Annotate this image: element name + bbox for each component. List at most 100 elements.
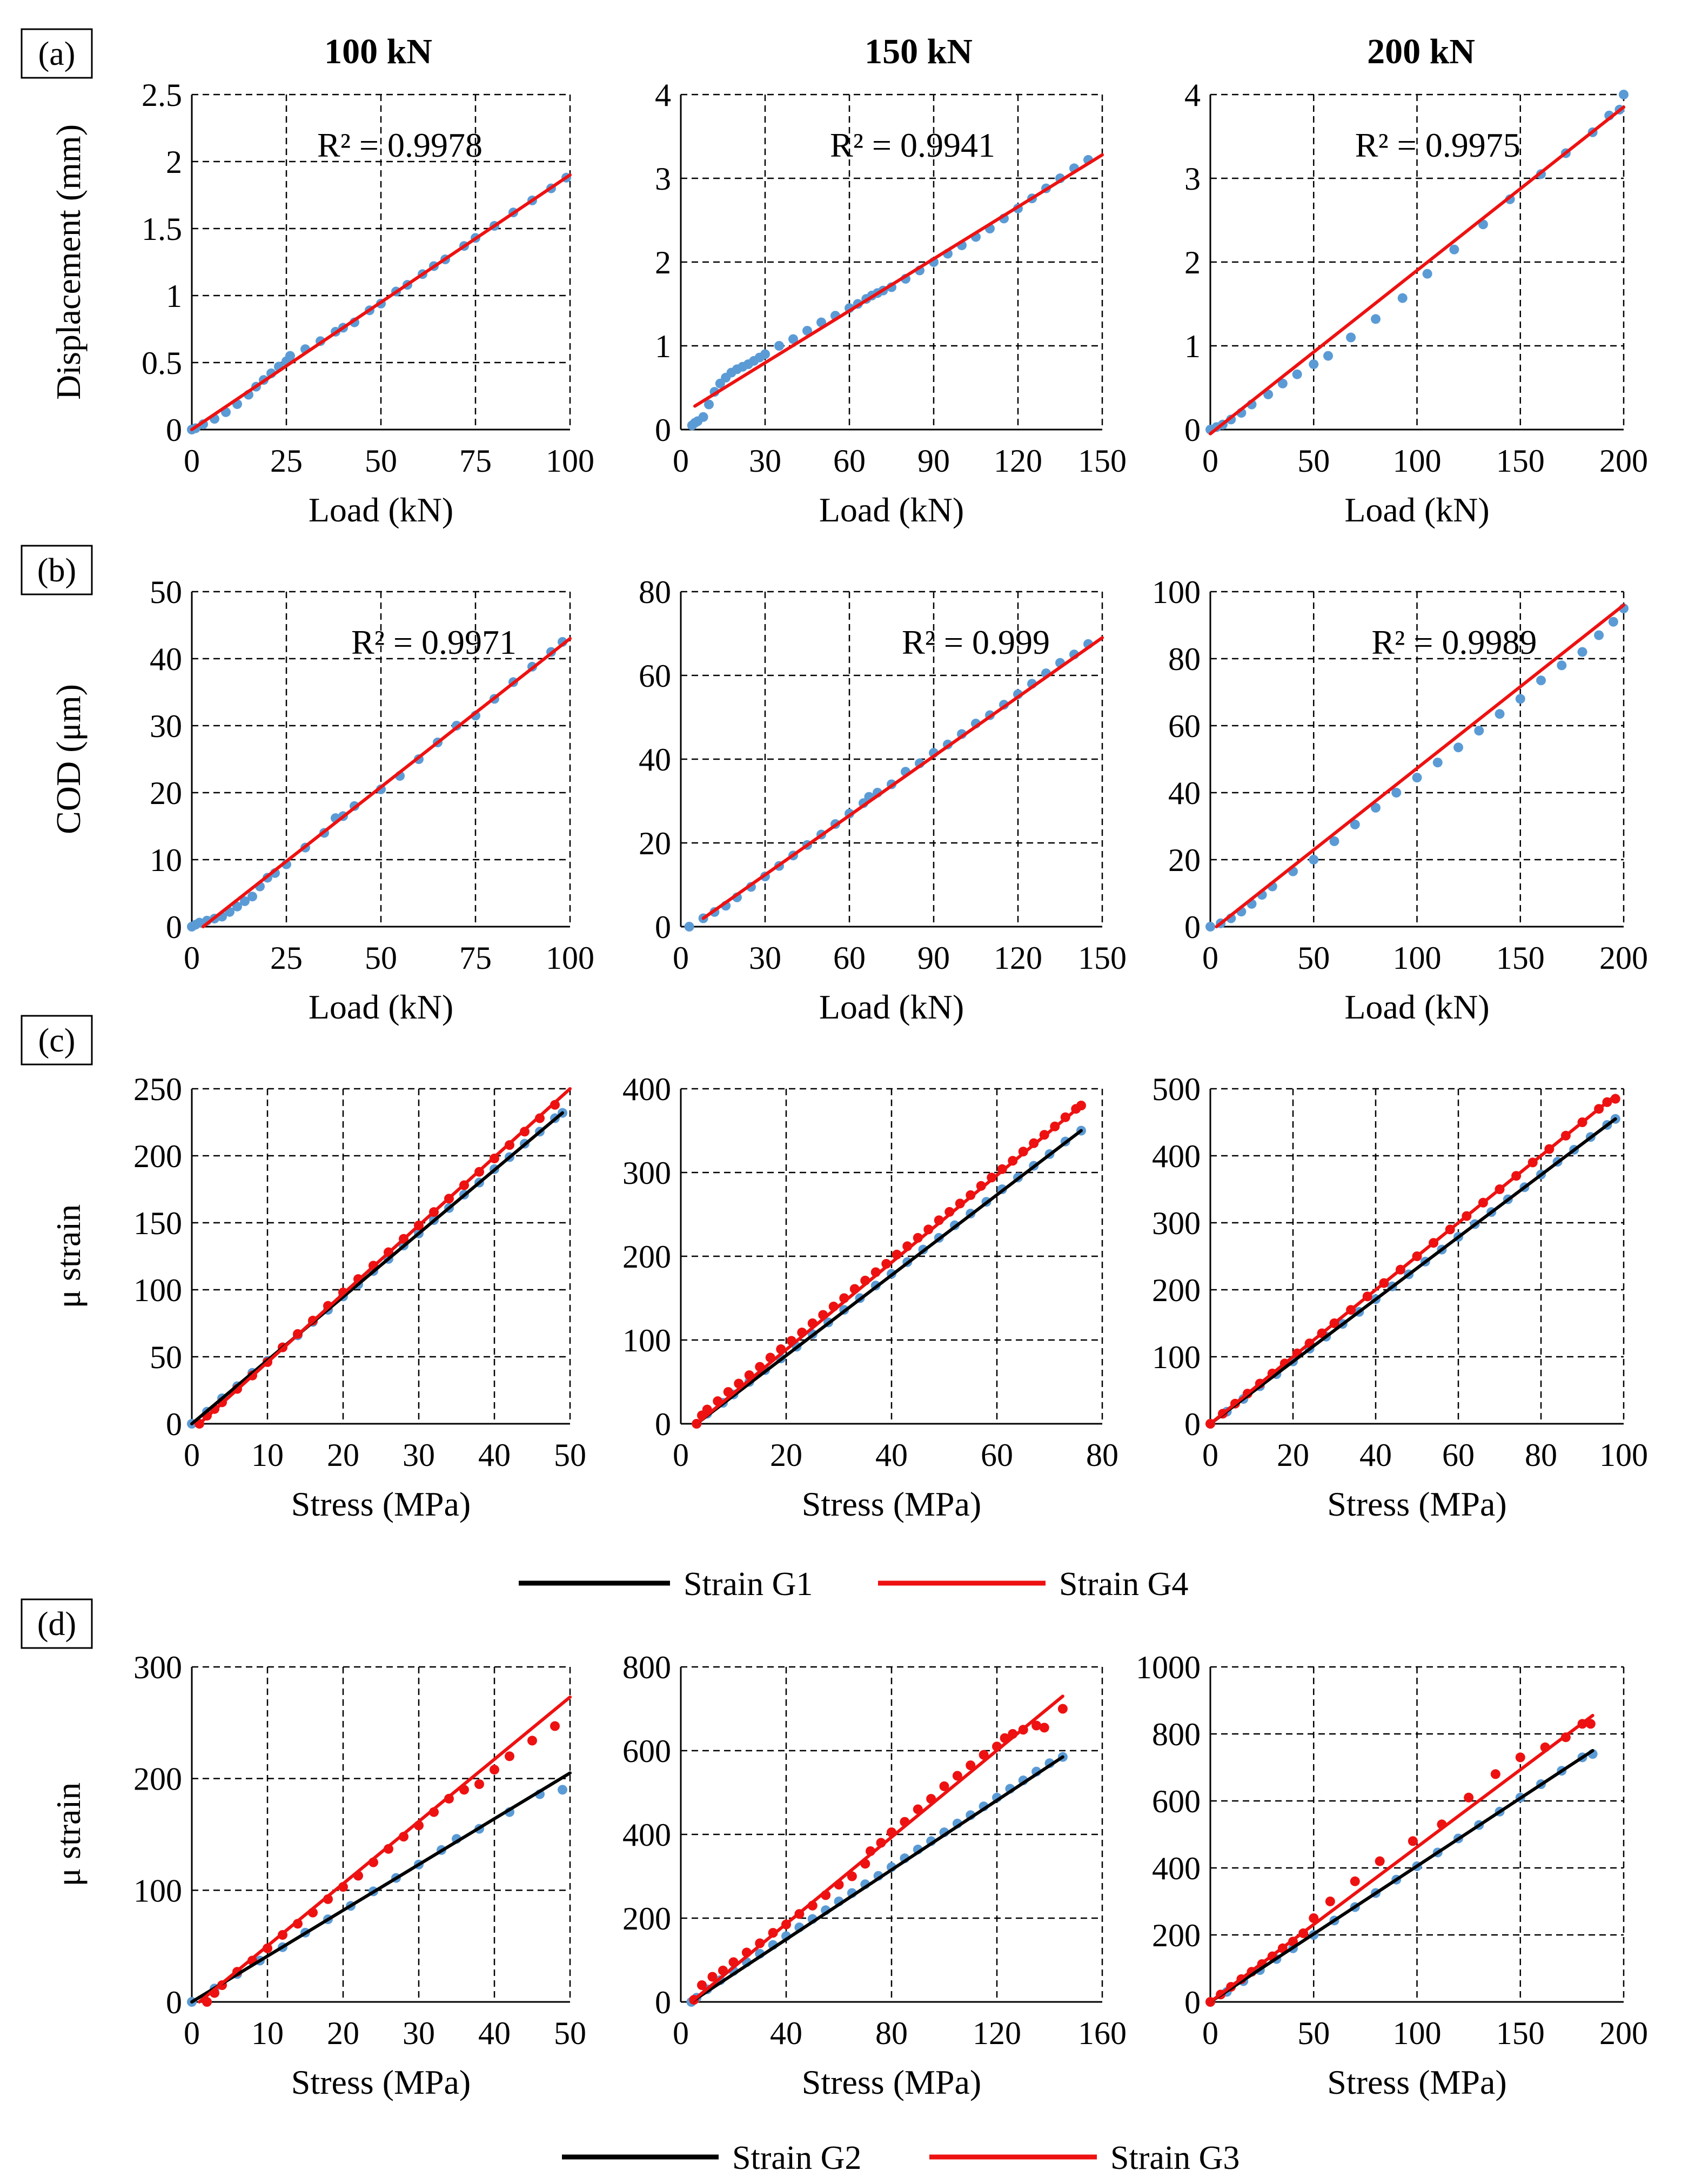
data-point	[847, 1871, 857, 1881]
y-tick-label: 800	[622, 1650, 671, 1685]
data-point	[1536, 675, 1546, 686]
y-tick-label: 200	[622, 1239, 671, 1275]
y-tick-label: 250	[133, 1071, 182, 1107]
r-squared-annotation: R² = 0.9941	[830, 126, 995, 164]
x-tick-label: 40	[478, 1437, 511, 1473]
trend-line	[693, 153, 1104, 408]
data-point	[1515, 694, 1525, 704]
x-tick-label: 150	[1496, 2015, 1545, 2051]
x-tick-label: 200	[1599, 443, 1648, 479]
x-tick-label: 0	[184, 2015, 200, 2051]
chart-d1: 0 10 20 30 40 50 0 100 200 300 Stress (MPa) μ strai…	[49, 1650, 586, 2101]
r-squared-annotation: R² = 0.9989	[1371, 623, 1537, 661]
x-axis-label: Stress (MPa)	[802, 2063, 981, 2101]
data-point	[774, 341, 784, 351]
x-tick-label: 40	[770, 2015, 802, 2051]
x-tick-label: 0	[673, 443, 689, 479]
x-tick-label: 0	[673, 1437, 689, 1473]
data-point	[1375, 1856, 1385, 1866]
data-point	[550, 1721, 560, 1731]
x-tick-label: 20	[327, 1437, 359, 1473]
data-point	[1577, 647, 1587, 657]
x-tick-label: 100	[1393, 2015, 1442, 2051]
x-tick-label: 50	[1297, 2015, 1330, 2051]
x-tick-label: 150	[1078, 940, 1127, 976]
y-tick-label: 4	[655, 77, 671, 113]
x-tick-label: 0	[673, 940, 689, 976]
x-axis-label: Load (kN)	[1344, 988, 1489, 1026]
x-tick-label: 100	[1393, 443, 1442, 479]
data-point	[1205, 922, 1215, 932]
legend-c-label-1: Strain G1	[684, 1566, 813, 1603]
r-squared-annotation: R² = 0.9978	[317, 126, 483, 164]
legend-d-label-2: Strain G3	[1110, 2140, 1240, 2176]
y-tick-label: 10	[150, 842, 182, 878]
y-axis-label: Displacement (mm)	[49, 124, 88, 400]
x-tick-label: 60	[1442, 1437, 1475, 1473]
y-tick-label: 40	[639, 742, 671, 778]
x-tick-label: 25	[270, 940, 303, 976]
column-title-1: 100 kN	[324, 32, 432, 71]
data-point	[1464, 1792, 1474, 1803]
x-tick-label: 40	[478, 2015, 511, 2051]
x-tick-label: 20	[770, 1437, 802, 1473]
x-tick-label: 80	[1086, 1437, 1118, 1473]
x-tick-label: 50	[1297, 443, 1330, 479]
y-tick-label: 400	[1152, 1138, 1201, 1174]
chart-b2: 0 30 60 90 120 150 0 20 40 60 80 Load (kN) R² = 0.99…	[639, 574, 1127, 1026]
y-tick-label: 80	[639, 574, 671, 610]
y-tick-label: 0	[655, 1406, 671, 1442]
trend-line	[1209, 1749, 1594, 2004]
x-tick-label: 0	[1202, 2015, 1218, 2051]
chart-b3: 0 50 100 150 200 0 20 40 60 80 100 Load (kN) R² = 0.…	[1152, 574, 1648, 1026]
x-tick-label: 0	[184, 443, 200, 479]
chart-c3: 0 20 40 60 80 100 0 100 200 300 400 500 Stress (MPa)	[1152, 1071, 1648, 1523]
x-tick-label: 80	[875, 2015, 908, 2051]
x-tick-label: 40	[875, 1437, 908, 1473]
data-point	[1309, 855, 1319, 865]
data-point	[1397, 293, 1408, 303]
data-point	[966, 1760, 976, 1771]
y-tick-label: 200	[622, 1901, 671, 1937]
panel-label-d-text: (d)	[37, 1606, 76, 1643]
y-tick-label: 200	[1152, 1918, 1201, 1953]
y-tick-label: 400	[622, 1071, 671, 1107]
y-tick-label: 30	[150, 708, 182, 744]
data-point	[1350, 1876, 1360, 1886]
x-axis-label: Load (kN)	[1344, 491, 1489, 529]
x-axis-label: Stress (MPa)	[1327, 1485, 1506, 1523]
data-point	[1325, 1897, 1335, 1906]
y-tick-label: 4	[1184, 77, 1201, 113]
y-tick-label: 20	[639, 826, 671, 861]
y-tick-label: 0	[166, 412, 182, 448]
chart-d2: 0 40 80 120 160 0 200 400 600 800 Stress (MPa)	[622, 1650, 1127, 2101]
y-tick-label: 1	[166, 278, 182, 314]
y-tick-label: 40	[1168, 775, 1201, 811]
y-tick-label: 400	[622, 1817, 671, 1853]
y-tick-label: 1000	[1136, 1650, 1201, 1685]
trend-line	[1209, 1094, 1617, 1425]
data-point	[1346, 332, 1356, 343]
x-axis-label: Stress (MPa)	[291, 2063, 471, 2101]
data-point	[698, 412, 708, 422]
y-tick-label: 200	[133, 1138, 182, 1174]
data-point	[1031, 1720, 1042, 1731]
chart-b1: 0 25 50 75 100 0 10 20 30 40 50 Load (kN) COD (μm) R²…	[49, 574, 594, 1026]
y-tick-label: 0	[655, 1985, 671, 2020]
x-tick-label: 100	[1599, 1437, 1648, 1473]
x-tick-label: 25	[270, 443, 303, 479]
panel-label-c-text: (c)	[38, 1022, 76, 1059]
data-point	[247, 892, 257, 902]
data-point	[697, 1980, 707, 1990]
x-axis-label: Load (kN)	[819, 988, 964, 1026]
data-point	[195, 917, 204, 928]
y-tick-label: 20	[1168, 842, 1201, 878]
x-tick-label: 120	[973, 2015, 1021, 2051]
x-tick-label: 0	[184, 1437, 200, 1473]
data-point	[1408, 1836, 1418, 1846]
trend-line	[1209, 1713, 1594, 2004]
chart-c1: 0 10 20 30 40 50 0 50 100 150 200 250 Stress (MPa) μ …	[49, 1071, 586, 1523]
x-tick-label: 150	[1496, 940, 1545, 976]
